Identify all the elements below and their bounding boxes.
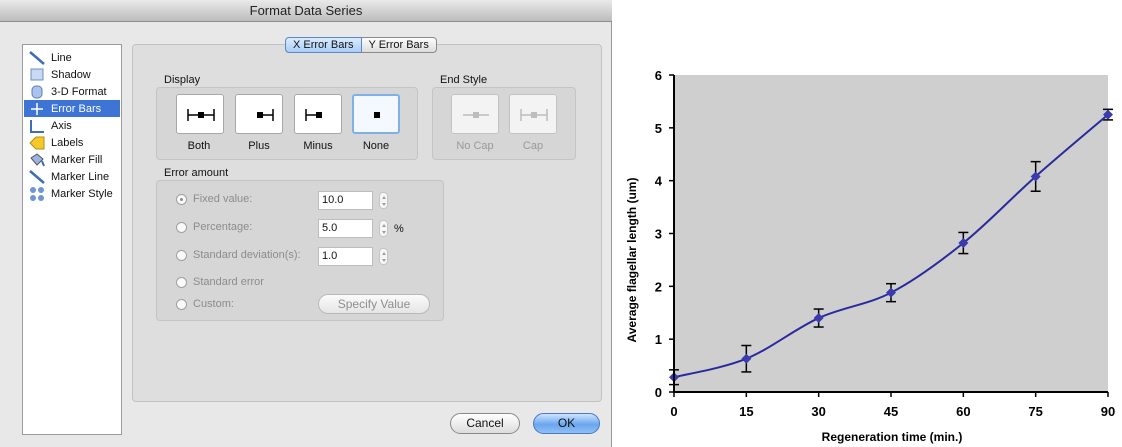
specify-value-button[interactable]: Specify Value: [318, 294, 430, 314]
percentage-radio[interactable]: Percentage:: [176, 219, 252, 235]
category-item-axis[interactable]: Axis: [24, 117, 120, 134]
axis-icon: [28, 118, 46, 134]
custom-radio[interactable]: Custom:: [176, 296, 234, 312]
marker-fill-icon: [28, 152, 46, 168]
display-none-label: None: [362, 140, 390, 152]
percentage-radio-button[interactable]: [176, 221, 187, 233]
end-style-no-cap-label: No Cap: [456, 140, 494, 152]
y-tick-label: 2: [655, 279, 662, 294]
category-item-marker-style[interactable]: Marker Style: [24, 185, 120, 202]
x-tick-label: 60: [956, 404, 970, 419]
y-tick-label: 5: [655, 121, 662, 136]
display-minus-label: Minus: [303, 140, 333, 152]
std-deviation-label: Standard deviation(s):: [193, 249, 301, 261]
category-item-shadow[interactable]: Shadow: [24, 66, 120, 83]
dialog-title: Format Data Series: [0, 0, 612, 22]
category-item-3d-format[interactable]: 3-D Format: [24, 83, 120, 100]
marker-style-icon: [28, 186, 46, 202]
x-axis-label: Regeneration time (min.): [822, 430, 963, 444]
both-error-bar-icon: [187, 109, 215, 121]
none-error-bar-icon: [374, 112, 380, 118]
std-error-radio[interactable]: Standard error: [176, 274, 264, 290]
tab-x-error-bars[interactable]: X Error Bars: [285, 37, 362, 53]
y-tick-label: 3: [655, 227, 662, 242]
cancel-button[interactable]: Cancel: [450, 413, 520, 434]
percentage-input[interactable]: 5.0: [318, 219, 373, 238]
x-tick-label: 75: [1028, 404, 1042, 419]
data-point-marker: [813, 313, 824, 324]
x-tick-label: 90: [1101, 404, 1115, 419]
std-deviation-radio[interactable]: Standard deviation(s):: [176, 247, 301, 263]
display-group-title: Display: [164, 74, 201, 86]
std-error-radio-button[interactable]: [176, 276, 187, 288]
tab-y-error-bars[interactable]: Y Error Bars: [361, 37, 437, 53]
display-plus-label: Plus: [248, 140, 270, 152]
labels-icon: [28, 135, 46, 151]
display-none-option[interactable]: [352, 94, 400, 134]
fixed-value-radio-button[interactable]: [176, 193, 187, 205]
category-item-error-bars[interactable]: Error Bars: [24, 100, 120, 117]
format-data-series-dialog: Format Data Series Line Shadow 3-D Forma…: [0, 0, 612, 447]
x-tick-label: 0: [670, 404, 677, 419]
fixed-value-label: Fixed value:: [193, 193, 253, 205]
display-minus-option[interactable]: [294, 94, 342, 134]
custom-label: Custom:: [193, 298, 234, 310]
display-both-option[interactable]: [176, 94, 224, 134]
end-style-cap-label: Cap: [522, 140, 544, 152]
data-point-marker: [886, 287, 896, 298]
category-list: Line Shadow 3-D Format Error Bars Axis L: [22, 44, 122, 435]
fixed-value-radio[interactable]: Fixed value:: [176, 191, 252, 207]
x-tick-label: 30: [811, 404, 825, 419]
cap-icon: [520, 109, 548, 121]
error-amount-group-title: Error amount: [164, 167, 229, 179]
minus-error-bar-icon: [305, 109, 322, 121]
x-tick-label: 45: [884, 404, 898, 419]
category-item-marker-line[interactable]: Marker Line: [24, 168, 120, 185]
data-point-marker: [741, 353, 752, 364]
std-deviation-input[interactable]: 1.0: [318, 247, 373, 266]
marker-line-icon: [28, 169, 46, 185]
data-point-marker: [1030, 171, 1041, 182]
no-cap-icon: [463, 112, 489, 118]
fixed-value-stepper[interactable]: [379, 192, 388, 209]
end-style-group-title: End Style: [440, 74, 488, 86]
3d-format-icon: [28, 84, 46, 100]
plot-area: [674, 75, 1108, 392]
data-point-marker: [958, 238, 969, 249]
percentage-stepper[interactable]: [379, 220, 388, 237]
error-bars-icon: [28, 101, 46, 117]
fixed-value-input[interactable]: 10.0: [318, 191, 373, 210]
y-tick-label: 4: [655, 174, 663, 189]
std-deviation-stepper[interactable]: [379, 248, 388, 265]
line-icon: [28, 50, 46, 66]
x-tick-label: 15: [739, 404, 753, 419]
category-item-line[interactable]: Line: [24, 49, 120, 66]
percentage-label: Percentage:: [193, 221, 253, 233]
end-style-no-cap-option[interactable]: [451, 94, 499, 134]
category-item-marker-fill[interactable]: Marker Fill: [24, 151, 120, 168]
std-error-label: Standard error: [193, 276, 264, 288]
custom-radio-button[interactable]: [176, 298, 187, 310]
ok-button[interactable]: OK: [533, 413, 600, 434]
error-bars-tabs: X Error Bars Y Error Bars: [285, 37, 437, 53]
display-plus-option[interactable]: [235, 94, 283, 134]
display-both-label: Both: [187, 140, 211, 152]
end-style-cap-option[interactable]: [509, 94, 557, 134]
data-point-marker: [1103, 109, 1113, 120]
plus-error-bar-icon: [257, 109, 274, 121]
y-tick-label: 1: [655, 332, 662, 347]
y-tick-label: 0: [655, 385, 662, 400]
y-tick-label: 6: [655, 68, 662, 83]
category-item-labels[interactable]: Labels: [24, 134, 120, 151]
percentage-unit: %: [394, 223, 404, 235]
shadow-icon: [28, 67, 46, 83]
y-axis-label: Average flagellar length (um): [625, 178, 639, 343]
std-deviation-radio-button[interactable]: [176, 249, 187, 261]
